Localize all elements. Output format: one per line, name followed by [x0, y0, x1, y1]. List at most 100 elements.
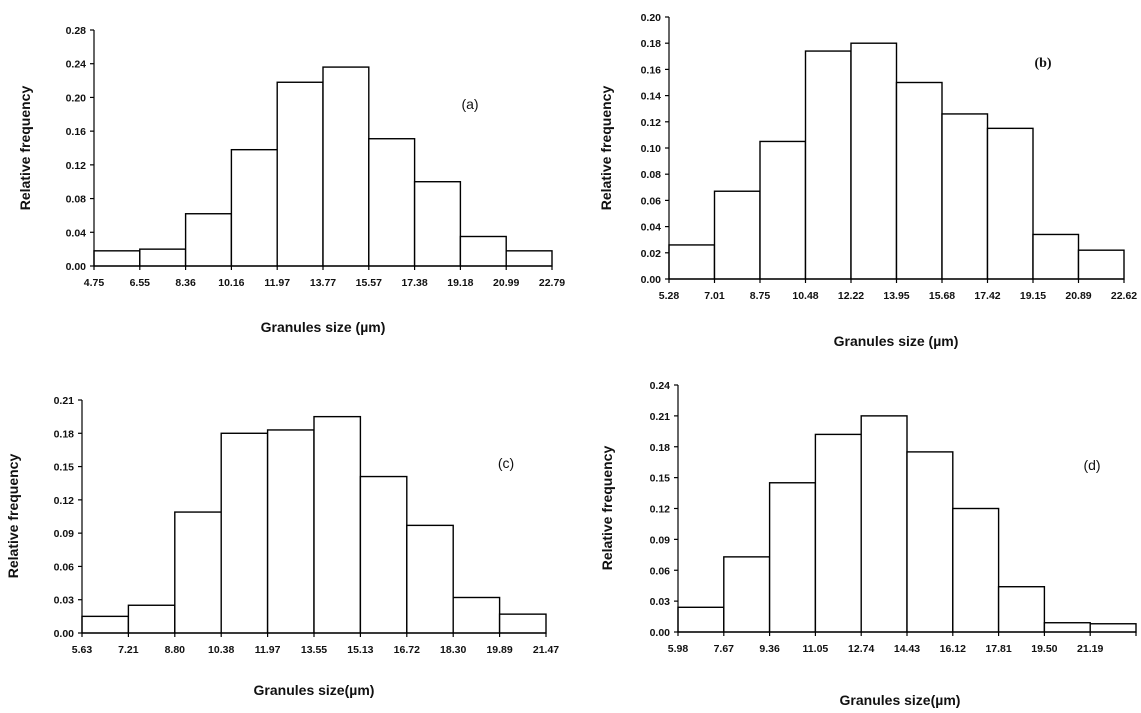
x-tick-label: 7.01 [704, 290, 725, 302]
y-tick-label: 0.00 [641, 274, 662, 286]
bar [768, 482, 817, 633]
x-tick-label: 9.36 [759, 643, 780, 655]
bar [505, 250, 553, 267]
x-tick-label: 7.21 [118, 644, 139, 656]
bar [1077, 249, 1125, 280]
histogram-panel-c: 0.00 0.03 0.06 0.09 0.12 0.15 0.18 0.21 5.63 7.21… [5, 395, 559, 698]
bar [997, 586, 1046, 633]
y-tick-label: 0.16 [641, 64, 662, 76]
x-tick-label: 19.89 [486, 644, 512, 656]
x-tick-label: 22.79 [539, 277, 565, 289]
y-tick-label: 0.06 [641, 195, 662, 207]
y-tick-label: 0.00 [66, 261, 87, 273]
bar [1043, 622, 1091, 633]
x-tick-label: 15.13 [347, 644, 373, 656]
panel-label: (a) [461, 96, 478, 112]
y-tick-label: 0.12 [650, 504, 671, 516]
x-tick-label: 17.38 [401, 277, 427, 289]
bar [406, 524, 454, 634]
y-tick-label: 0.12 [641, 117, 662, 129]
bar [413, 181, 462, 267]
x-tick-label: 4.75 [84, 277, 105, 289]
x-tick-label: 21.19 [1077, 643, 1103, 655]
x-tick-label: 22.62 [1111, 290, 1137, 302]
y-axis-label: Relative frequency [17, 86, 33, 211]
x-tick-label: 17.42 [974, 290, 1000, 302]
panel-label: (d) [1083, 457, 1100, 473]
bar [906, 451, 954, 633]
x-tick-label: 19.15 [1020, 290, 1046, 302]
y-tick-label: 0.06 [54, 561, 75, 573]
y-tick-label: 0.04 [641, 222, 662, 234]
bar [452, 596, 501, 634]
x-tick-label: 8.36 [175, 277, 196, 289]
bar [814, 433, 862, 633]
x-tick-label: 19.18 [447, 277, 473, 289]
bar [127, 604, 176, 634]
x-tick-label: 6.55 [130, 277, 151, 289]
y-tick-label: 0.12 [66, 160, 87, 172]
y-tick-label: 0.20 [66, 92, 87, 104]
y-tick-label: 0.03 [650, 596, 671, 608]
x-tick-label: 7.67 [714, 643, 735, 655]
y-tick-label: 0.06 [650, 565, 671, 577]
histogram-panel-a: 0.00 0.04 0.08 0.12 0.16 0.20 0.24 0.28 4.75 6.55… [17, 25, 565, 335]
x-axis-label: Granules size (µm) [834, 333, 959, 349]
bar [668, 244, 716, 280]
bar [184, 213, 233, 267]
x-tick-label: 20.89 [1065, 290, 1091, 302]
bar [952, 507, 1000, 633]
y-tick-label: 0.24 [66, 59, 87, 71]
bar [266, 429, 315, 634]
x-tick-label: 13.77 [310, 277, 336, 289]
x-tick-label: 13.95 [883, 290, 909, 302]
y-tick-label: 0.15 [54, 462, 75, 474]
x-tick-label: 16.12 [940, 643, 966, 655]
y-tick-label: 0.00 [650, 627, 671, 639]
bar [713, 190, 761, 280]
y-tick-label: 0.09 [54, 528, 75, 540]
x-tick-label: 10.16 [218, 277, 244, 289]
x-tick-label: 8.75 [750, 290, 771, 302]
y-tick-label: 0.28 [66, 25, 87, 37]
x-tick-label: 19.50 [1031, 643, 1057, 655]
x-tick-label: 11.97 [264, 277, 290, 289]
x-tick-label: 21.47 [533, 644, 559, 656]
x-tick-label: 17.81 [985, 643, 1011, 655]
x-tick-label: 13.55 [301, 644, 327, 656]
y-tick-label: 0.02 [641, 248, 662, 260]
x-axis-label: Granules size(µm) [840, 692, 961, 708]
y-tick-label: 0.09 [650, 534, 671, 546]
bar [986, 127, 1034, 280]
x-tick-label: 10.48 [792, 290, 818, 302]
x-tick-label: 20.99 [493, 277, 519, 289]
y-tick-label: 0.16 [66, 126, 87, 138]
y-tick-label: 0.08 [66, 194, 87, 206]
histogram-panel-b: 0.00 0.02 0.04 0.06 0.08 0.10 0.12 0.14 0.16 0.18… [598, 12, 1137, 349]
x-tick-label: 5.28 [659, 290, 680, 302]
x-tick-label: 15.68 [929, 290, 955, 302]
bar [1032, 233, 1080, 280]
panel-label: (b) [1034, 56, 1051, 71]
bar [93, 250, 141, 267]
y-tick-label: 0.20 [641, 12, 662, 24]
y-tick-label: 0.18 [54, 428, 75, 440]
x-tick-label: 12.74 [848, 643, 874, 655]
y-axis-label: Relative frequency [599, 446, 615, 571]
bar [220, 432, 269, 634]
y-tick-label: 0.24 [650, 380, 671, 392]
x-tick-label: 8.80 [165, 644, 186, 656]
bar [276, 81, 324, 267]
y-tick-label: 0.14 [641, 91, 662, 103]
y-tick-label: 0.03 [54, 595, 75, 607]
bar [941, 113, 989, 280]
bar [368, 138, 416, 267]
x-tick-label: 11.05 [803, 643, 829, 655]
bar [860, 415, 908, 633]
x-tick-label: 12.22 [838, 290, 864, 302]
bar [804, 50, 852, 280]
bar [850, 42, 898, 280]
x-tick-label: 18.30 [440, 644, 466, 656]
x-tick-label: 11.97 [255, 644, 281, 656]
x-tick-label: 15.57 [356, 277, 382, 289]
